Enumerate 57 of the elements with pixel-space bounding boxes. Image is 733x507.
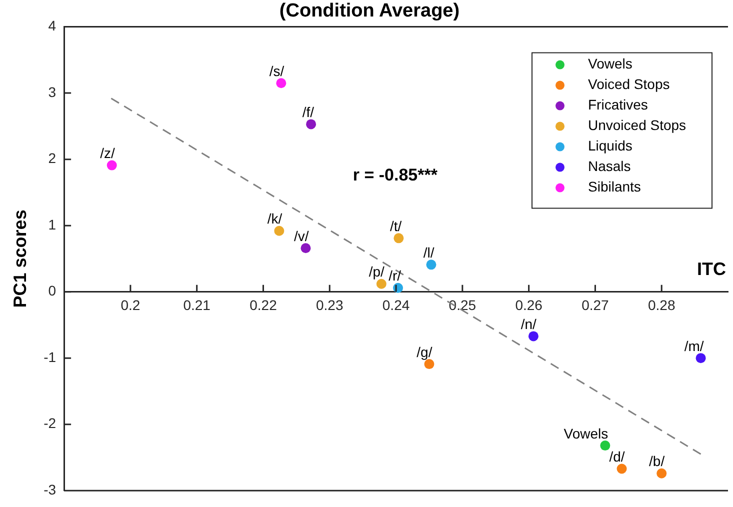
y-axis-title: PC1 scores bbox=[10, 210, 30, 308]
x-tick-label: 0.22 bbox=[250, 297, 278, 314]
point bbox=[306, 119, 316, 130]
annotation: /n/ bbox=[520, 316, 537, 332]
point bbox=[426, 260, 436, 270]
y-tick-label: 2 bbox=[48, 150, 56, 166]
annotation: /b/ bbox=[649, 453, 665, 470]
point bbox=[696, 353, 706, 364]
x-tick-label: 0.21 bbox=[183, 297, 211, 314]
annotation: /s/ bbox=[269, 62, 284, 79]
point bbox=[300, 243, 311, 254]
annotation: /d/ bbox=[609, 448, 625, 465]
annotation: /k/ bbox=[267, 210, 282, 227]
legend-label: Vowels bbox=[588, 56, 632, 72]
point bbox=[528, 331, 538, 342]
annotation: /f/ bbox=[302, 104, 314, 120]
y-tick-label: 0 bbox=[48, 282, 56, 299]
y-tick-label: 4 bbox=[48, 18, 56, 34]
legend-label: Unvoiced Stops bbox=[588, 117, 686, 134]
x-tick-label: 0.23 bbox=[316, 297, 344, 314]
annotation: /v/ bbox=[294, 228, 309, 244]
x-tick-label: 0.28 bbox=[648, 297, 676, 314]
annotation: /p/ bbox=[368, 264, 385, 280]
annotation: r = -0.85*** bbox=[352, 166, 438, 185]
chart-title: (Condition Average) bbox=[279, 0, 460, 22]
x-tick-label: 0.24 bbox=[382, 297, 410, 314]
point bbox=[106, 160, 117, 170]
y-tick-label: -3 bbox=[44, 481, 56, 498]
point bbox=[600, 440, 610, 451]
point bbox=[424, 359, 434, 370]
y-tick-label: -2 bbox=[44, 415, 56, 432]
annotation: /l/ bbox=[423, 244, 434, 261]
legend-label: Nasals bbox=[588, 158, 631, 174]
y-tick-label: 3 bbox=[48, 84, 56, 100]
x-tick-label: 0.25 bbox=[448, 297, 476, 314]
x-tick-label: 0.27 bbox=[582, 297, 610, 314]
point bbox=[394, 233, 404, 244]
y-tick-label: 1 bbox=[48, 216, 56, 232]
legend-label: Fricatives bbox=[588, 96, 648, 113]
x-tick-label: 0.26 bbox=[515, 297, 543, 314]
y-tick-label: -1 bbox=[44, 348, 56, 365]
point bbox=[616, 464, 627, 474]
annotation: /m/ bbox=[684, 338, 704, 354]
point bbox=[276, 78, 286, 88]
point bbox=[376, 278, 386, 289]
legend-label: Sibilants bbox=[588, 178, 641, 195]
legend-label: Liquids bbox=[588, 138, 632, 154]
annotation: /r/ bbox=[388, 268, 402, 284]
annotation: /z/ bbox=[100, 145, 115, 162]
point bbox=[656, 468, 667, 478]
x-tick-label: 0.2 bbox=[120, 297, 140, 314]
annotation: /t/ bbox=[390, 218, 402, 234]
annotation: Vowels bbox=[564, 425, 608, 442]
legend-label: Voiced Stops bbox=[588, 76, 670, 92]
x-axis-title: ITC bbox=[697, 258, 726, 279]
annotation: /g/ bbox=[416, 344, 432, 360]
point bbox=[274, 226, 284, 236]
